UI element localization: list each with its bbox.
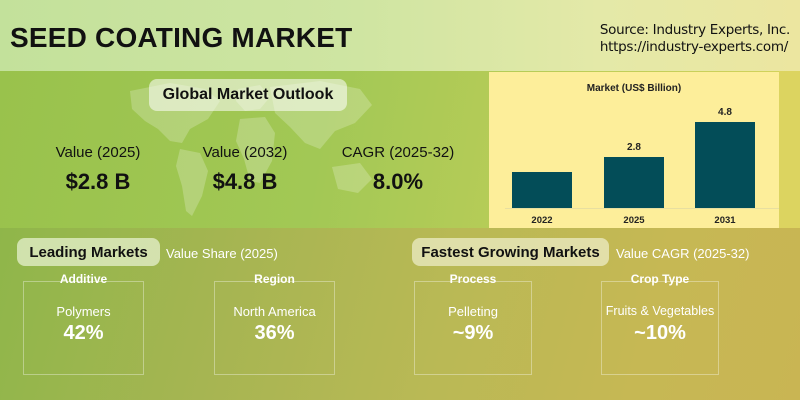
- kpi-value-2025: Value (2025) $2.8 B: [48, 144, 148, 195]
- card-value: ~10%: [634, 322, 686, 344]
- kpi-value: $4.8 B: [212, 169, 278, 194]
- source-url[interactable]: https://industry-experts.com/: [599, 39, 788, 55]
- fastest-growing-heading: Fastest Growing Markets: [412, 238, 609, 266]
- x-tick-label: 2025: [623, 215, 645, 226]
- kpi-value-2032: Value (2032) $4.8 B: [195, 144, 295, 195]
- source-name: Source: Industry Experts, Inc.: [599, 22, 790, 38]
- card-name: Polymers: [56, 304, 111, 319]
- bar-2031: [695, 122, 755, 208]
- market-bar-chart: Market (US$ Billion) 2.8 4.8 2022 2025 2…: [489, 72, 781, 228]
- chart-title: Market (US$ Billion): [586, 83, 682, 94]
- page-title: SEED COATING MARKET: [10, 22, 353, 53]
- decorative-strip: [779, 71, 800, 228]
- card-title: Additive: [59, 272, 108, 286]
- x-axis-line: [505, 208, 781, 209]
- bar-label-2031: 4.8: [718, 107, 732, 118]
- kpi-label: Value (2032): [202, 144, 288, 161]
- card-title: Region: [254, 272, 295, 286]
- card-value: 36%: [254, 322, 295, 344]
- leading-markets-subheading: Value Share (2025): [166, 246, 278, 261]
- bar-2022: [512, 172, 572, 208]
- source-credit: Source: Industry Experts, Inc. https://i…: [600, 22, 790, 56]
- x-tick-label: 2022: [531, 215, 553, 226]
- fastest-growing-subheading: Value CAGR (2025-32): [616, 246, 750, 261]
- kpi-value: 8.0%: [372, 169, 424, 194]
- kpi-cagr: CAGR (2025-32) 8.0%: [336, 144, 460, 195]
- kpi-value: $2.8 B: [65, 169, 131, 194]
- bar-label-2025: 2.8: [627, 142, 641, 153]
- kpi-label: CAGR (2025-32): [341, 144, 455, 161]
- kpi-label: Value (2025): [55, 144, 141, 161]
- card-title: Process: [449, 272, 497, 286]
- leading-markets-heading: Leading Markets: [17, 238, 160, 266]
- card-additive: [23, 281, 144, 375]
- card-value: 42%: [63, 322, 104, 344]
- card-region: [214, 281, 335, 375]
- card-name: Pelleting: [448, 304, 498, 319]
- card-title: Crop Type: [630, 272, 690, 286]
- markets-section: Leading Markets Value Share (2025) Addit…: [0, 228, 800, 400]
- card-process: [414, 281, 532, 375]
- bar-2025: [604, 157, 664, 208]
- card-name: North America: [233, 304, 316, 319]
- x-tick-label: 2031: [714, 215, 736, 226]
- header-band: SEED COATING MARKET Source: Industry Exp…: [0, 0, 800, 71]
- card-crop-type: [601, 281, 719, 375]
- card-name: Fruits & Vegetables: [605, 304, 715, 318]
- global-outlook-heading: Global Market Outlook: [149, 79, 347, 111]
- card-value: ~9%: [452, 322, 494, 344]
